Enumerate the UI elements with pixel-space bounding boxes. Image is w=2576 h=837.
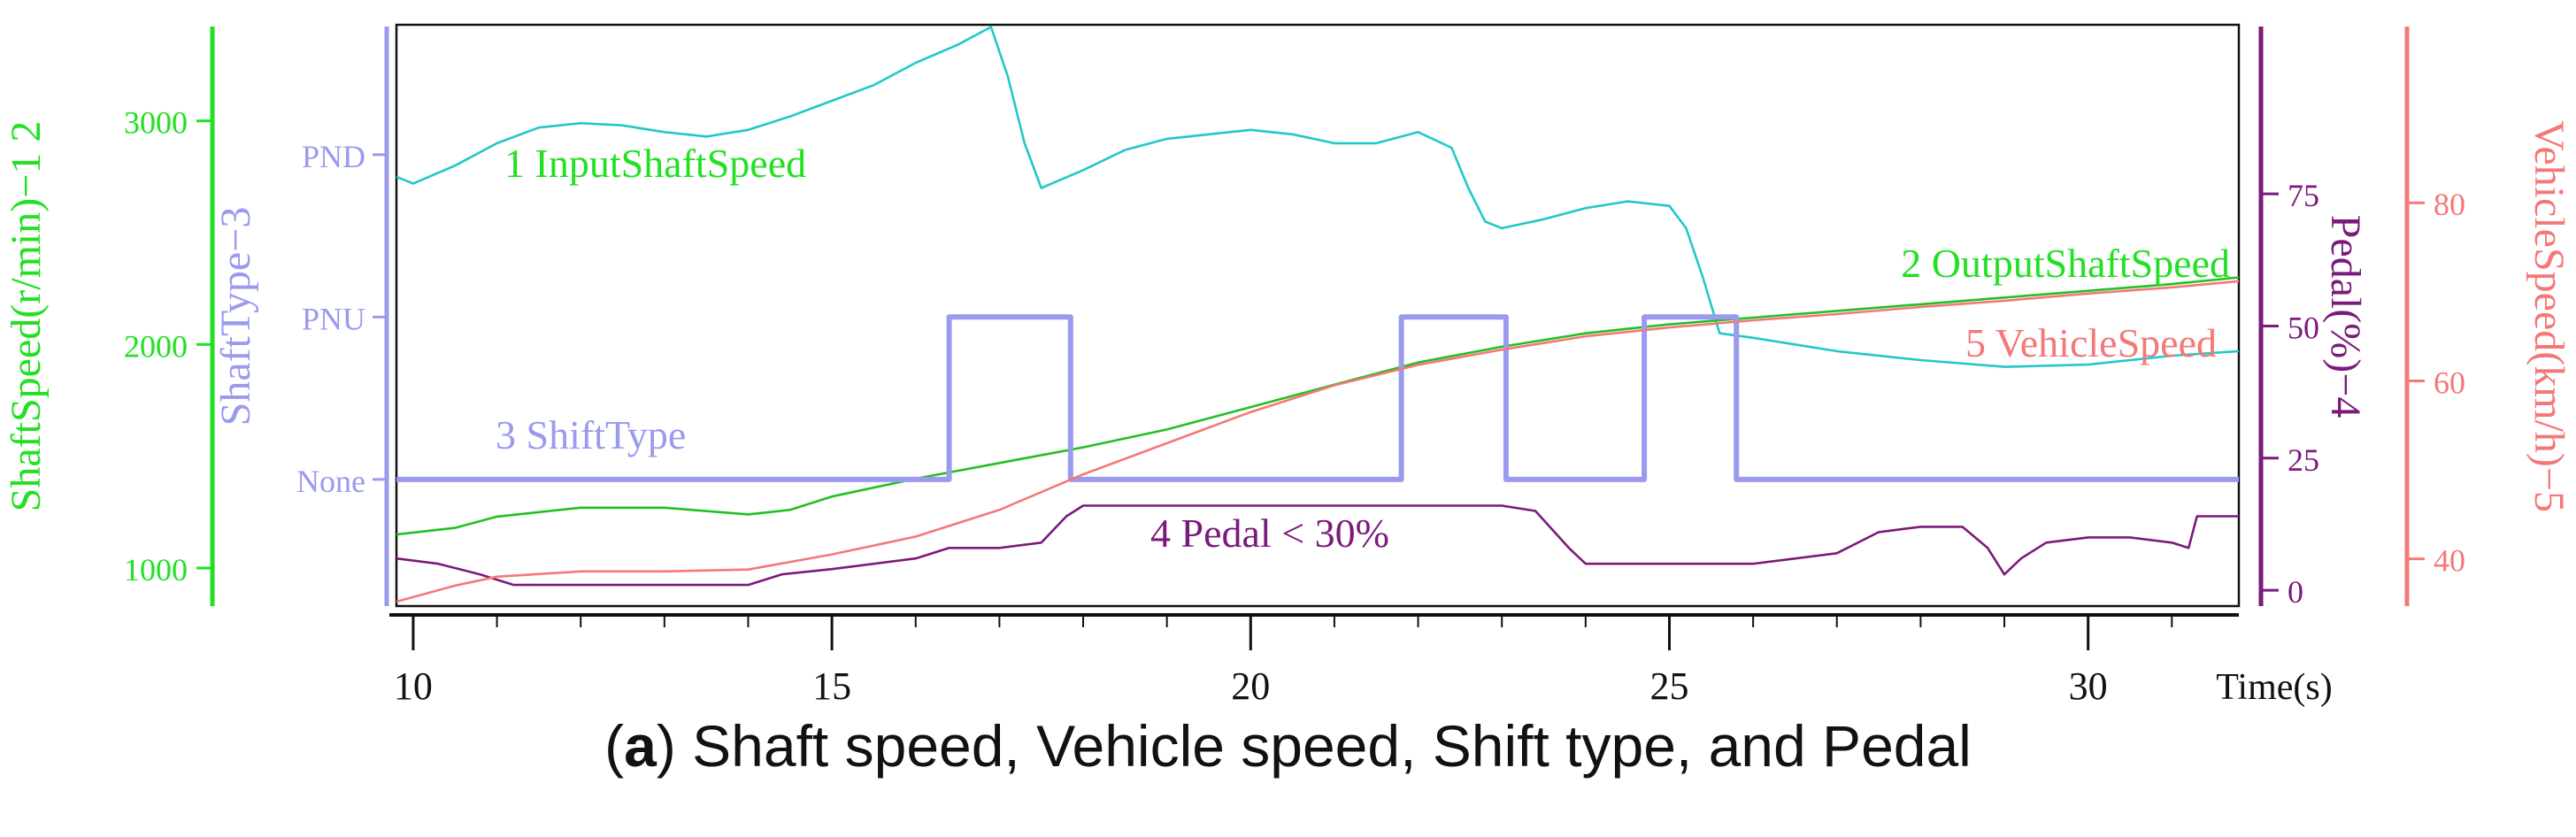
- x-tick-label: 20: [1231, 664, 1270, 708]
- shift-tick-label: None: [296, 464, 365, 499]
- series-line-4: [396, 504, 2239, 587]
- pedal-tick-label: 0: [2288, 574, 2303, 610]
- shaft-tick-label: 1000: [124, 552, 188, 587]
- pedal-tick-label: 25: [2288, 442, 2319, 478]
- x-tick-label: 25: [1649, 664, 1688, 708]
- shaft-tick-label: 3000: [124, 105, 188, 141]
- labels-layer: 1 InputShaftSpeed 2 OutputShaftSpeed 3 Shi…: [496, 141, 2230, 556]
- series-annotation-5: 5 VehicleSpeed: [1965, 320, 2217, 365]
- series-annotation-1: 1 InputShaftSpeed: [504, 141, 806, 186]
- series-line-5: [396, 280, 2240, 603]
- figure-caption: (a) Shaft speed, Vehicle speed, Shift ty…: [0, 712, 2576, 779]
- shift-axis-title: ShaftType−3: [212, 207, 259, 426]
- x-axis-title: Time(s): [2216, 667, 2332, 708]
- caption-open: (: [604, 713, 625, 779]
- axes-layer: 10 15 20 25 30 Time(s) 1000 2000 3000 ShaftSpeed(…: [3, 23, 2572, 708]
- caption-text: Shaft speed, Vehicle speed, Shift type, …: [675, 713, 1972, 779]
- shift-tick-label: PND: [302, 139, 365, 174]
- shift-tick-label: PNU: [302, 301, 365, 336]
- caption-close: ): [656, 713, 676, 779]
- plot-frame: [395, 23, 2241, 608]
- series-layer: [396, 26, 2240, 603]
- pedal-tick-label: 50: [2288, 310, 2319, 345]
- series-line-1: [396, 26, 2240, 368]
- series-line-2: [396, 276, 2240, 536]
- shaft-axis-title: ShaftSpeed(r/min)−1 2: [3, 121, 50, 512]
- vehicle-axis-title: VehicleSpeed(km/h)−5: [2526, 120, 2572, 512]
- pedal-axis-title: Pedal(%)−4: [2322, 215, 2369, 418]
- chart-svg: 10 15 20 25 30 Time(s) 1000 2000 3000 ShaftSpeed(…: [3, 23, 2572, 708]
- x-tick-label: 30: [2069, 664, 2108, 708]
- caption-label: a: [624, 713, 657, 779]
- shaft-tick-label: 2000: [124, 328, 188, 364]
- series-line-3: [396, 314, 2239, 482]
- vehicle-tick-label: 60: [2434, 365, 2465, 400]
- series-annotation-3: 3 ShiftType: [496, 412, 686, 457]
- pedal-tick-label: 75: [2288, 178, 2319, 213]
- x-tick-label: 15: [812, 664, 851, 708]
- vehicle-tick-label: 80: [2434, 187, 2465, 222]
- series-annotation-4: 4 Pedal < 30%: [1150, 511, 1389, 556]
- vehicle-tick-label: 40: [2434, 543, 2465, 579]
- series-annotation-2: 2 OutputShaftSpeed: [1901, 241, 2230, 286]
- x-tick-label: 10: [394, 664, 433, 708]
